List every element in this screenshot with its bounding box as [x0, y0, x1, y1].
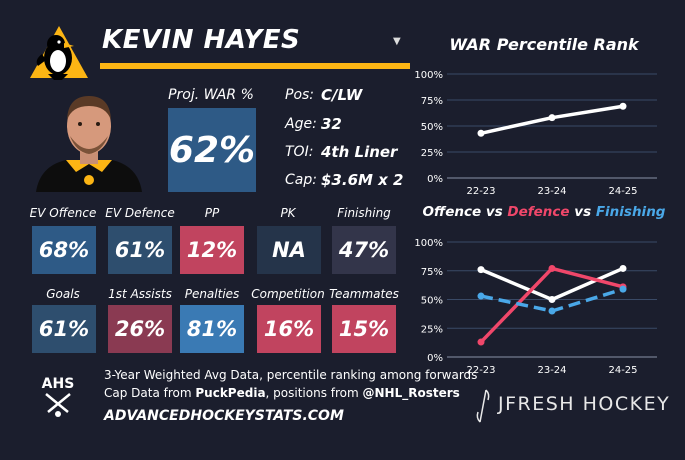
title-part-vs1: vs	[481, 204, 508, 220]
footer-line1: 3-Year Weighted Avg Data, percentile ran…	[104, 368, 478, 382]
pos-value: C/LW	[321, 86, 363, 104]
goals-value: 61%	[32, 305, 96, 353]
footer-notes: 3-Year Weighted Avg Data, percentile ran…	[104, 366, 477, 402]
y-tick-label: 75%	[421, 96, 443, 107]
y-tick-label: 25%	[421, 324, 443, 335]
data-point	[477, 266, 485, 274]
title-part-offence: Offence	[422, 204, 482, 220]
title-part-defence: Defence	[507, 204, 570, 220]
data-point	[477, 338, 485, 346]
competition-value: 16%	[257, 305, 321, 353]
proj-war-label: Proj. WAR %	[168, 87, 254, 103]
x-tick-label: 22-23	[466, 186, 495, 197]
stat-label: EV Defence	[105, 206, 175, 220]
player-name: KEVIN HAYES	[102, 25, 301, 55]
chart2-title: Offence vs Defence vs Finishing	[412, 204, 676, 220]
y-tick-label: 25%	[421, 148, 443, 159]
data-point	[619, 102, 627, 110]
data-point	[477, 129, 485, 137]
y-tick-label: 100%	[414, 238, 443, 249]
stat-label: Teammates	[329, 287, 399, 301]
chart1-title: WAR Percentile Rank	[449, 35, 639, 54]
age-value: 32	[321, 115, 342, 133]
footer-line2: Cap Data from PuckPedia, positions from …	[104, 386, 460, 400]
chevron-down-icon[interactable]: ▼	[393, 36, 401, 47]
stat-label: Competition	[251, 287, 325, 301]
first-assists-value: 26%	[108, 305, 172, 353]
name-underline	[100, 63, 410, 69]
y-tick-label: 50%	[421, 296, 443, 307]
data-point	[548, 296, 556, 303]
y-tick-label: 0%	[427, 174, 443, 185]
teammates-value: 15%	[332, 305, 396, 353]
cap-label: Cap:	[285, 172, 317, 188]
y-tick-label: 0%	[427, 353, 443, 364]
ev-defence-value: 61%	[108, 226, 172, 274]
stat-label: PK	[280, 206, 296, 220]
team-logo	[30, 26, 88, 80]
title-part-vs2: vs	[569, 204, 596, 220]
data-point	[619, 285, 627, 293]
title-part-finishing: Finishing	[595, 204, 666, 220]
x-tick-label: 23-24	[537, 186, 566, 197]
toi-label: TOI:	[285, 144, 314, 160]
toi-value: 4th Liner	[321, 143, 398, 161]
data-point	[477, 292, 485, 300]
brand-name: JFRESH HOCKEY	[498, 393, 671, 415]
stat-label: Finishing	[337, 206, 391, 220]
pos-label: Pos:	[285, 87, 315, 103]
data-point	[619, 264, 627, 272]
y-tick-label: 75%	[421, 267, 443, 278]
pp-value: 12%	[180, 226, 244, 274]
y-tick-label: 100%	[414, 70, 443, 81]
jfresh-logo-icon	[476, 389, 490, 423]
age-label: Age:	[285, 116, 317, 132]
stat-label: 1st Assists	[108, 287, 172, 301]
stat-label: EV Offence	[29, 206, 97, 220]
data-point	[548, 264, 556, 272]
player-headshot	[36, 96, 142, 192]
x-tick-label: 23-24	[537, 365, 566, 376]
ev-offence-value: 68%	[32, 226, 96, 274]
finishing-value: 47%	[332, 226, 396, 274]
series-line-offence	[480, 266, 624, 302]
pk-value: NA	[257, 226, 321, 274]
proj-war-value: 62%	[168, 108, 256, 192]
offence-defence-finishing-chart: 0% 25% 50% 75% 100% 22-23 23-24 24-25	[414, 238, 657, 376]
ahs-logo-text: AHS	[42, 376, 75, 392]
stat-label: Penalties	[184, 287, 240, 301]
penalties-value: 81%	[180, 305, 244, 353]
x-tick-label: 24-25	[608, 365, 637, 376]
site-link[interactable]: ADVANCEDHOCKEYSTATS.COM	[104, 408, 344, 424]
data-point	[548, 307, 556, 315]
y-tick-label: 50%	[421, 122, 443, 133]
stat-label: Goals	[46, 287, 80, 301]
war-percentile-chart: 0% 25% 50% 75% 100% 22-23 23-24 24-25	[414, 70, 657, 197]
x-tick-label: 22-23	[466, 365, 495, 376]
cap-value: $3.6M x 2	[321, 171, 404, 189]
data-point	[548, 114, 556, 122]
x-tick-label: 24-25	[608, 186, 637, 197]
ahs-logo: AHS	[42, 376, 75, 417]
stat-label: PP	[204, 206, 220, 220]
